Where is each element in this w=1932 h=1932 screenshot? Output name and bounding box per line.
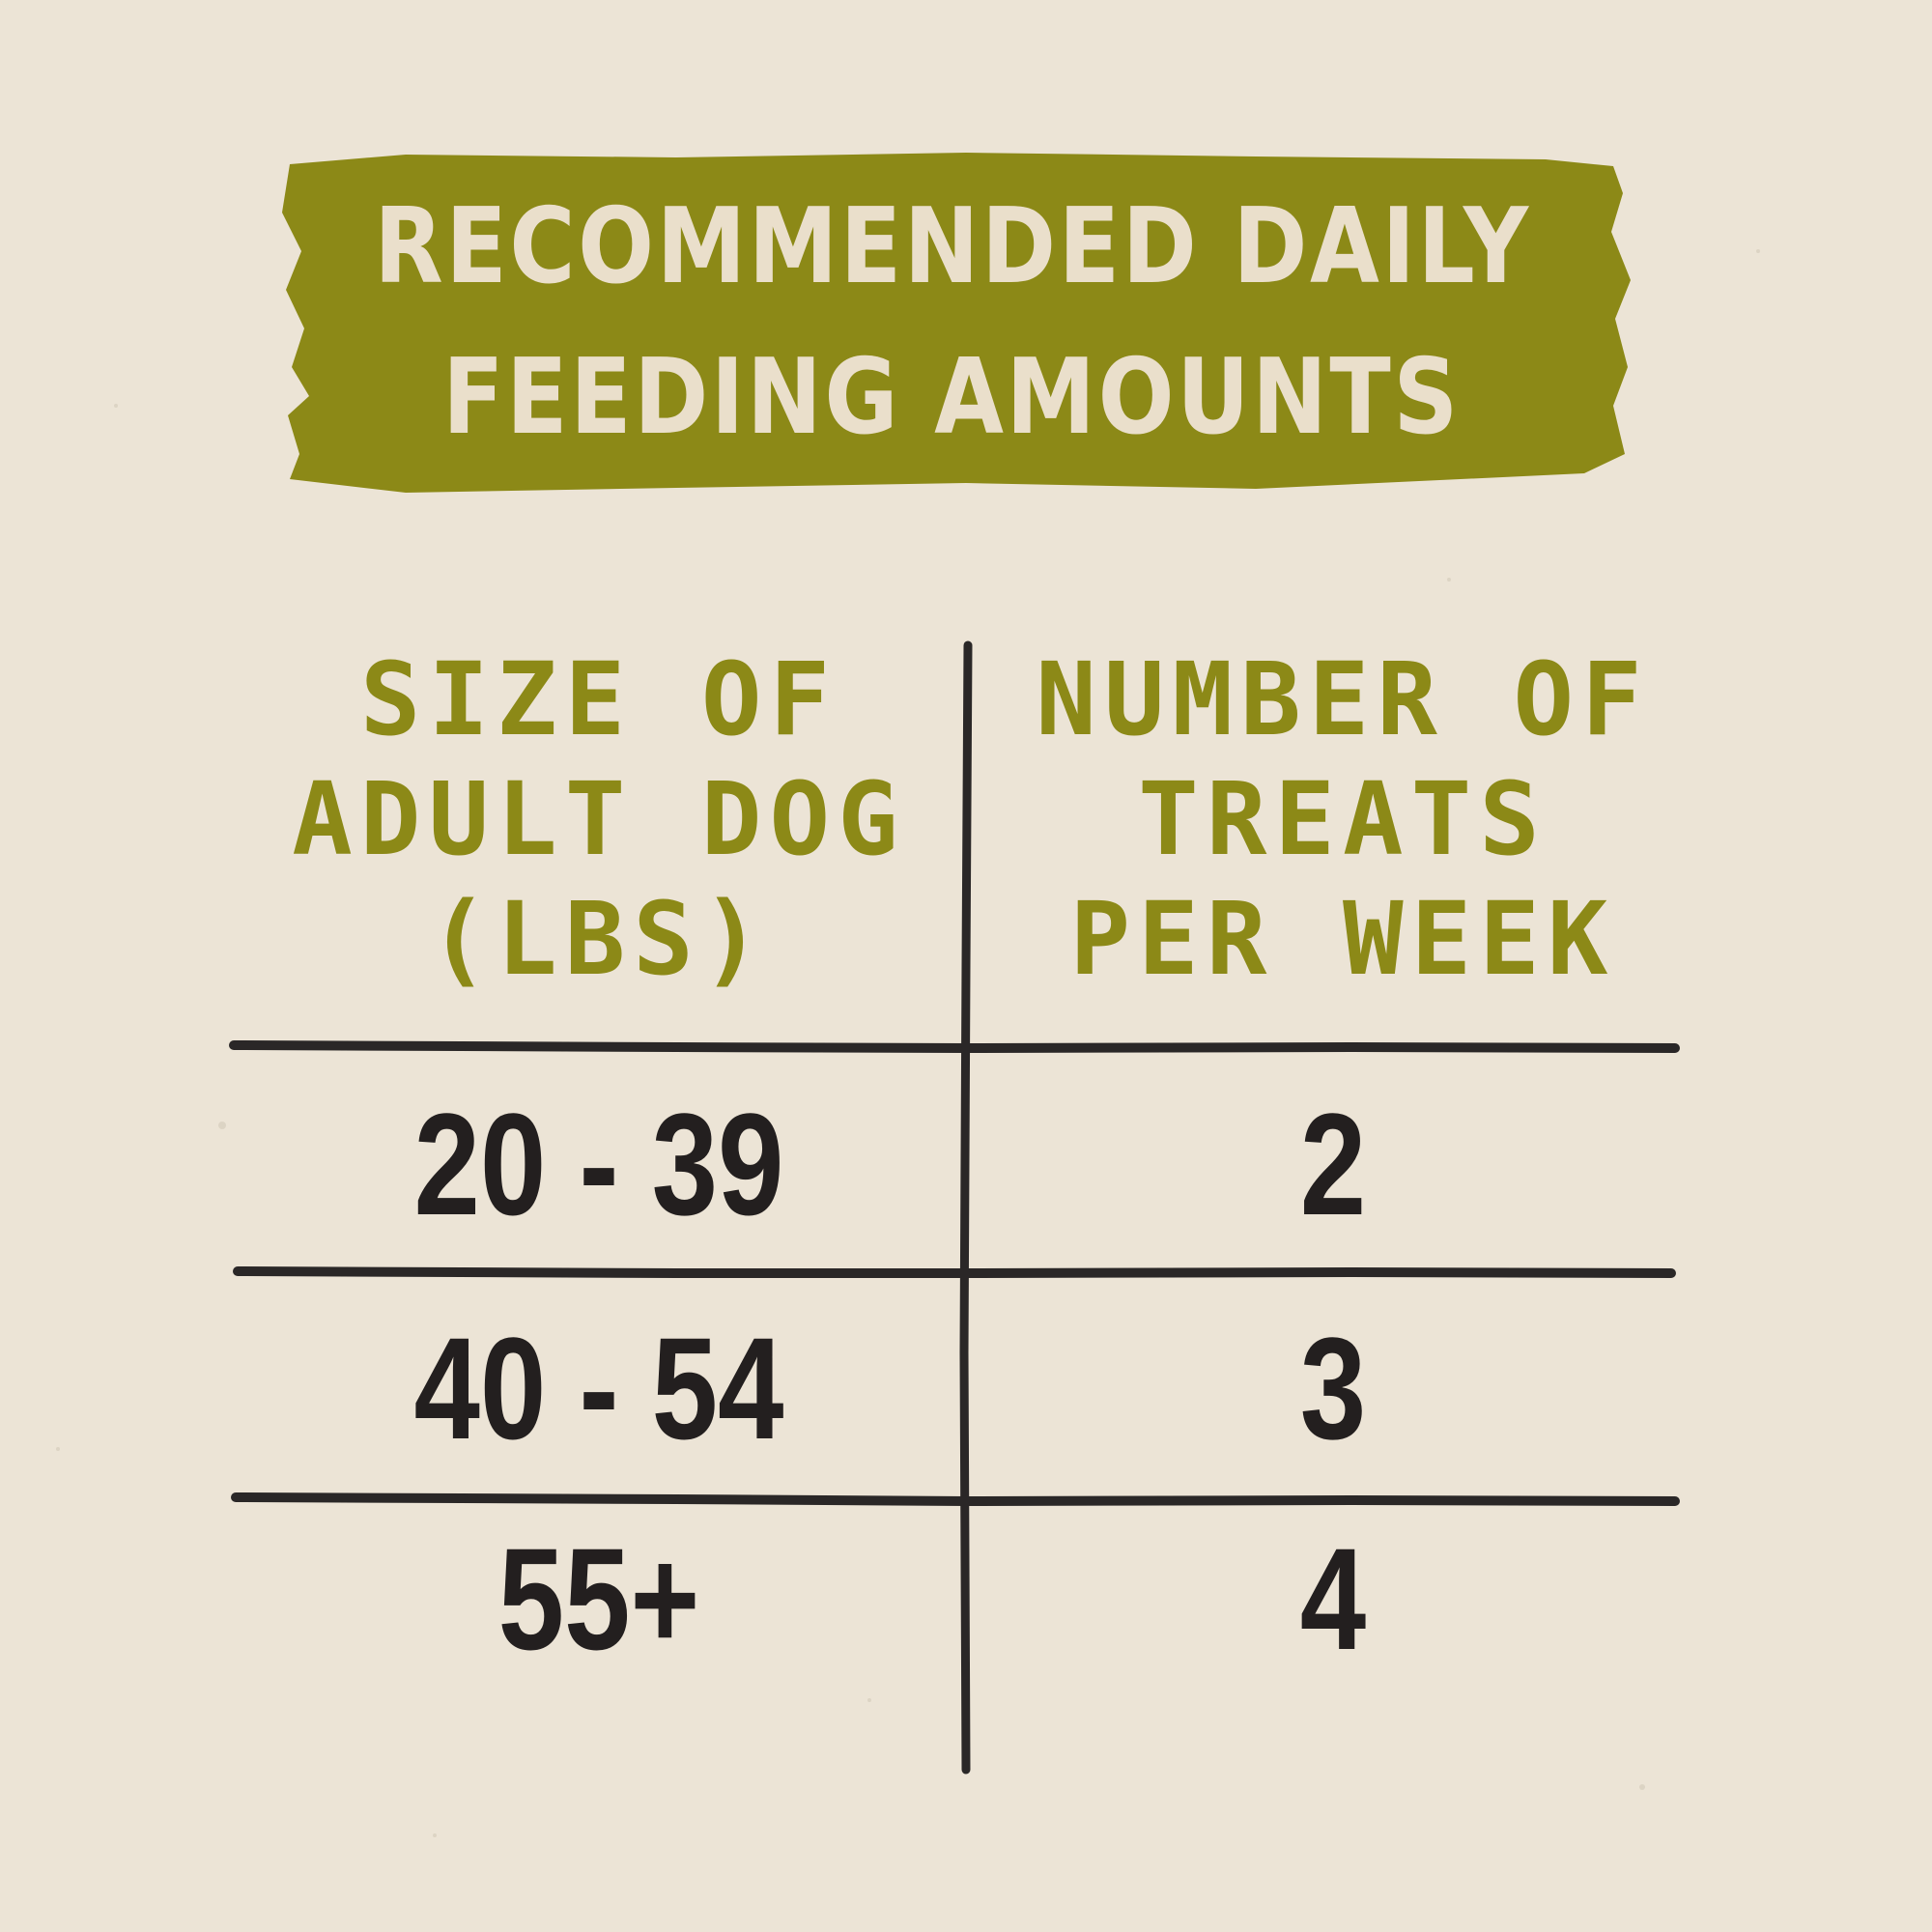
- header-number-of-treats: NUMBER OF TREATS PER WEEK: [1005, 639, 1681, 999]
- title-banner: [282, 153, 1631, 493]
- table-cell-treats: 2: [1299, 1083, 1367, 1245]
- header-left-line: ADULT DOG: [292, 760, 906, 878]
- table-cell-size: 40 - 54: [413, 1307, 784, 1469]
- horizontal-divider-3: [231, 1492, 1680, 1507]
- header-left-line: SIZE OF: [359, 640, 838, 758]
- vertical-divider: [959, 640, 973, 1775]
- title-line-2: FEEDING AMOUNTS: [442, 337, 1461, 458]
- horizontal-divider-2: [233, 1266, 1676, 1278]
- title-line-1: RECOMMENDED DAILY: [374, 186, 1531, 307]
- table-cell-treats: 4: [1299, 1518, 1367, 1680]
- header-left-line: (LBS): [428, 880, 770, 998]
- header-right-line: TREATS: [1138, 760, 1548, 878]
- header-right-line: PER WEEK: [1069, 880, 1616, 998]
- table-cell-treats: 3: [1299, 1307, 1367, 1469]
- header-right-line: NUMBER OF: [1036, 640, 1650, 758]
- horizontal-divider-1: [229, 1040, 1680, 1054]
- header-size-of-adult-dog: SIZE OF ADULT DOG (LBS): [261, 639, 937, 999]
- table-cell-size: 20 - 39: [413, 1083, 784, 1245]
- table-cell-size: 55+: [497, 1518, 700, 1680]
